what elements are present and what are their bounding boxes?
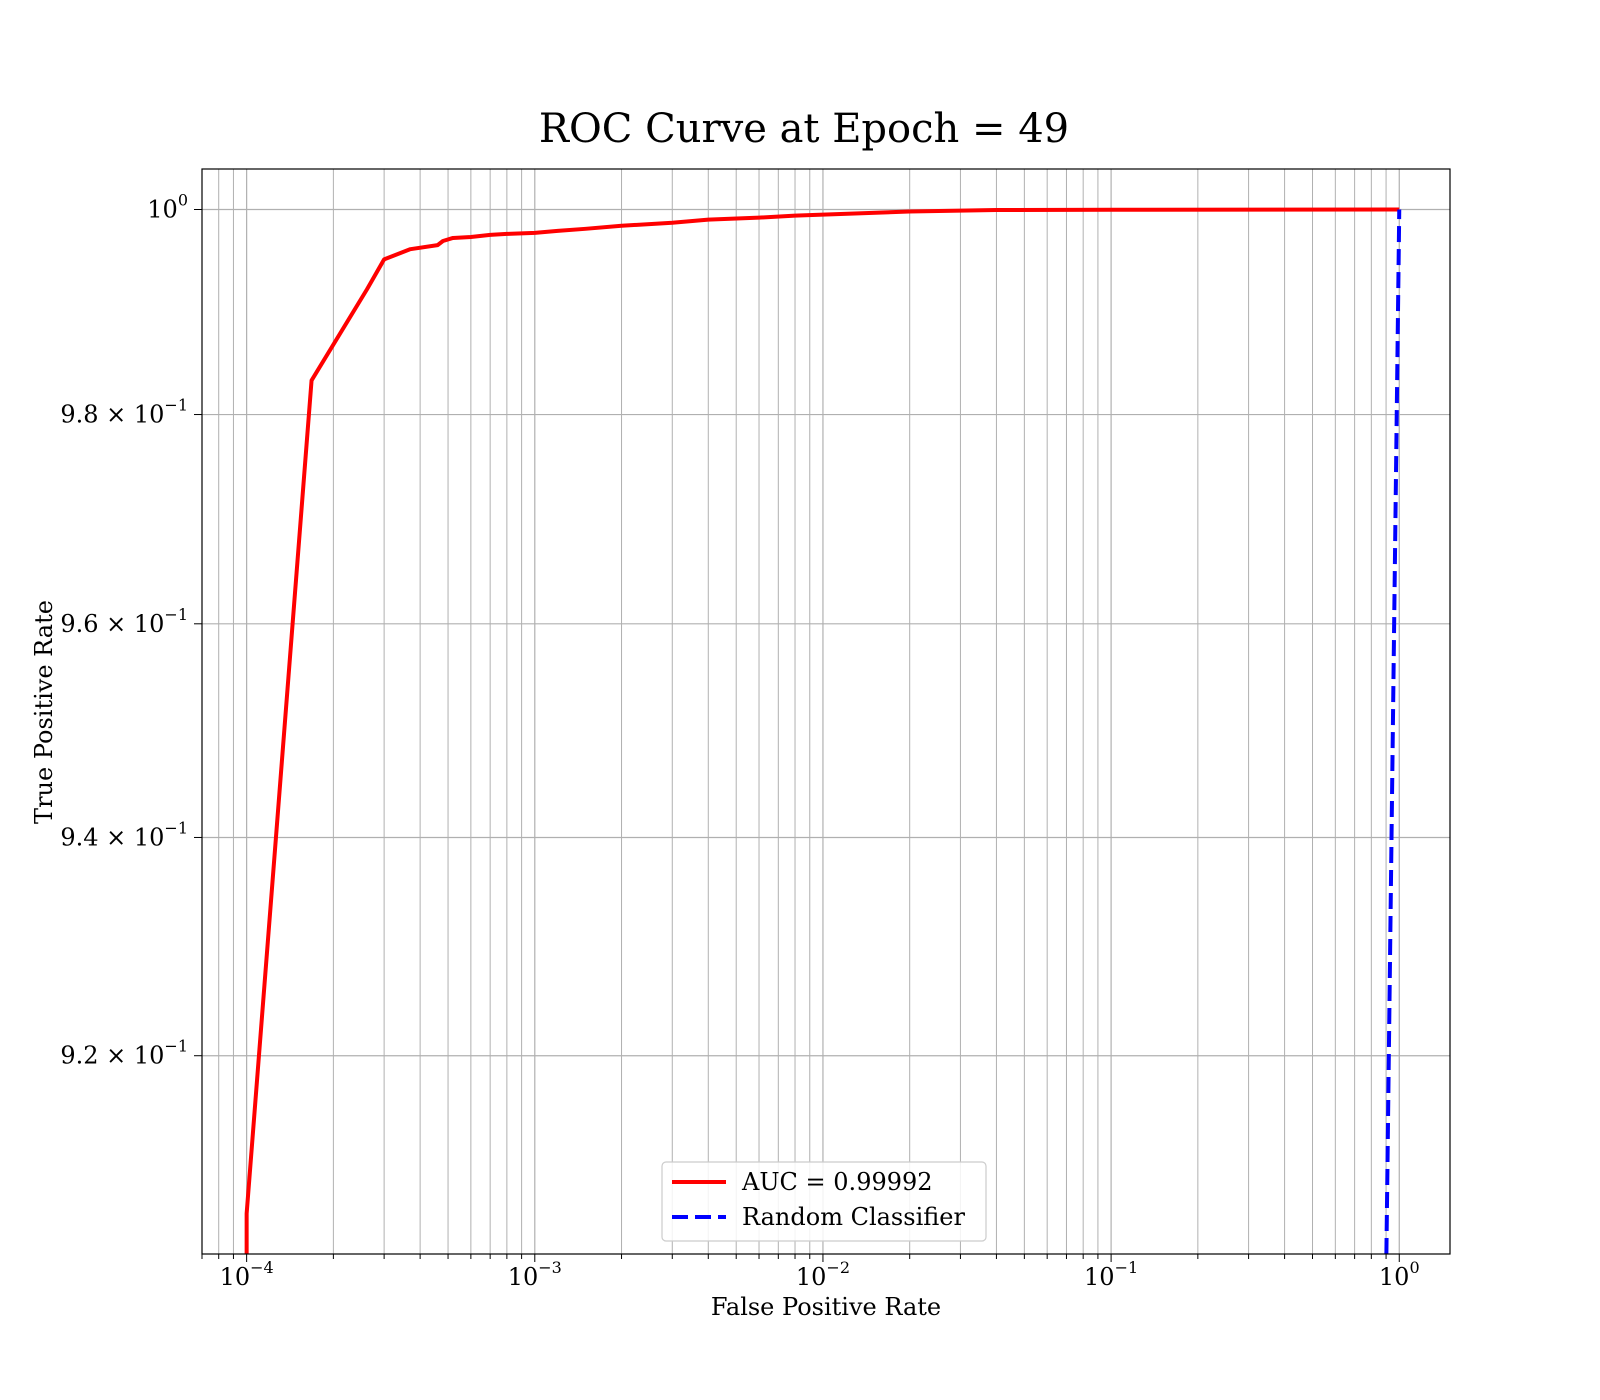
random-classifier-line: [1384, 209, 1402, 1254]
legend: AUC = 0.99992 Random Classifier: [661, 1161, 987, 1242]
roc-curve-line: [244, 207, 1400, 1254]
x-tick-label: 10−4: [220, 1258, 274, 1291]
y-tick-label: 9.2 × 10−1: [60, 1037, 188, 1070]
legend-label: Random Classifier: [742, 1203, 965, 1231]
x-tick-label: 100: [1379, 1258, 1420, 1291]
x-tick-label: 10−2: [796, 1258, 850, 1291]
series-layer: [244, 207, 1402, 1254]
y-tick-label: 9.6 × 10−1: [60, 605, 188, 638]
axis-ticks: 100 9.8 × 10−1 9.6 × 10−1 9.4 × 10−1 9.2 × 1…: [60, 191, 1419, 1291]
y-tick-label: 9.8 × 10−1: [60, 396, 188, 429]
grid-lines: [201, 169, 1450, 1254]
y-tick-label: 9.4 × 10−1: [60, 818, 188, 851]
x-tick-label: 10−1: [1084, 1258, 1138, 1291]
chart-title: ROC Curve at Epoch = 49: [539, 106, 1069, 152]
y-tick-label: 100: [147, 191, 188, 224]
legend-box: [661, 1161, 987, 1242]
x-axis-label: False Positive Rate: [711, 1293, 941, 1321]
x-tick-label: 10−3: [508, 1258, 562, 1291]
legend-label: AUC = 0.99992: [741, 1168, 933, 1196]
plot-area-frame: [201, 168, 1451, 1255]
y-axis-label: True Positive Rate: [30, 600, 58, 824]
